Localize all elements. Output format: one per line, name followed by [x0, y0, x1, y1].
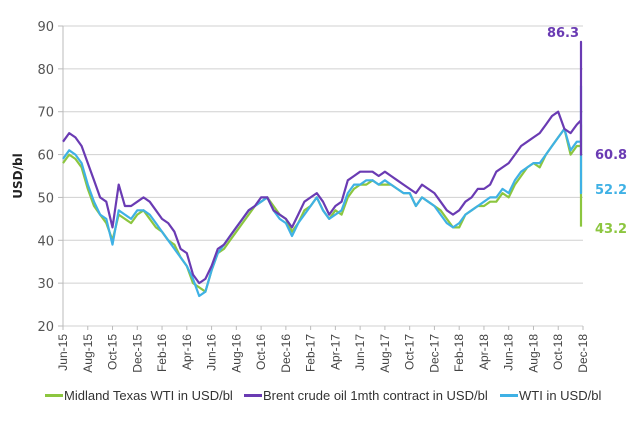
- legend-swatch-midland: [45, 394, 63, 397]
- series-line-wti: [62, 84, 583, 298]
- x-tick-label: Feb-17: [304, 334, 318, 372]
- gridlines: [63, 25, 583, 327]
- x-tick-label: Jun-15: [56, 334, 70, 371]
- wti-end-label: 52.2: [595, 183, 627, 198]
- x-tick-label: Aug-15: [81, 334, 95, 373]
- x-tick-label: Dec-18: [576, 334, 590, 373]
- legend-item-wti: WTI in USD/bl: [500, 388, 601, 403]
- x-tick-label: Apr-18: [477, 334, 491, 370]
- x-tick-label: Oct-16: [254, 334, 268, 370]
- y-tick-label: 40: [37, 234, 54, 249]
- x-tick-label: Oct-18: [551, 334, 565, 370]
- legend-label-brent: Brent crude oil 1mth contract in USD/bl: [263, 388, 488, 403]
- series-line-brent: [62, 40, 583, 285]
- y-tick-label: 50: [37, 191, 54, 206]
- legend-item-brent: Brent crude oil 1mth contract in USD/bl: [244, 388, 488, 403]
- x-axis-ticks: Jun-15 Aug-15 Oct-15 Dec-15 Feb-16 Apr-16 Jun-…: [56, 325, 590, 373]
- x-tick-label: Jun-16: [205, 334, 219, 371]
- brent-peak-label: 86.3: [547, 26, 579, 41]
- y-tick-label: 30: [37, 277, 54, 292]
- legend: Midland Texas WTI in USD/bl Brent crude …: [0, 388, 642, 408]
- x-tick-label: Jun-18: [502, 334, 516, 371]
- y-tick-label: 60: [37, 149, 54, 164]
- midland-end-label: 43.2: [595, 222, 627, 237]
- x-tick-label: Dec-15: [130, 334, 144, 373]
- series-group: [62, 40, 583, 298]
- y-axis-ticks: 20 30 40 50 60 70 80 90: [37, 20, 63, 335]
- x-tick-label: Jun-17: [353, 334, 367, 371]
- x-tick-label: Aug-18: [526, 334, 540, 373]
- x-tick-label: Aug-17: [378, 334, 392, 373]
- x-tick-label: Dec-17: [427, 334, 441, 373]
- y-tick-label: 20: [37, 320, 54, 335]
- legend-item-midland: Midland Texas WTI in USD/bl: [45, 388, 233, 403]
- brent-end-label: 60.8: [595, 148, 627, 163]
- x-tick-label: Feb-18: [452, 334, 466, 372]
- y-tick-label: 70: [37, 106, 54, 121]
- x-tick-label: Oct-17: [403, 334, 417, 370]
- y-axis-title: USD/bl: [11, 153, 25, 198]
- legend-label-midland: Midland Texas WTI in USD/bl: [64, 388, 233, 403]
- x-tick-label: Apr-17: [328, 334, 342, 370]
- y-tick-label: 90: [37, 20, 54, 35]
- legend-swatch-brent: [244, 394, 262, 397]
- legend-label-wti: WTI in USD/bl: [519, 388, 602, 403]
- legend-swatch-wti: [500, 394, 518, 397]
- y-tick-label: 80: [37, 63, 54, 78]
- end-labels: 86.3 60.8 52.2 43.2: [547, 26, 627, 237]
- x-tick-label: Apr-16: [180, 334, 194, 370]
- x-tick-label: Oct-15: [106, 334, 120, 370]
- x-tick-label: Dec-16: [279, 334, 293, 373]
- x-tick-label: Feb-16: [155, 334, 169, 372]
- x-tick-label: Aug-16: [229, 334, 243, 373]
